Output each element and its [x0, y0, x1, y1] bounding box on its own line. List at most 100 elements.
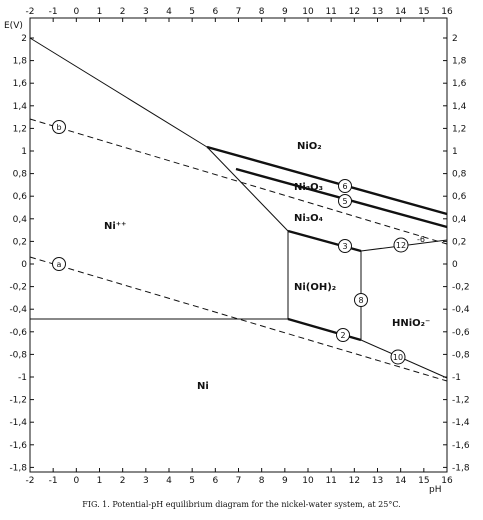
x-tick-label-bottom: 4 — [166, 476, 172, 486]
svg-text:12: 12 — [396, 241, 406, 250]
boundary-ni2plus-nio2 — [29, 37, 208, 148]
x-tick-label-top: 8 — [259, 7, 265, 17]
x-tick-label-bottom: 13 — [372, 476, 383, 486]
x-tick-label-bottom: 1 — [97, 476, 103, 486]
x-axis-title: pH — [429, 485, 441, 495]
region-ni2o3: Ni₂O₃ — [294, 182, 323, 193]
y-tick-label-right: 1,8 — [452, 57, 467, 67]
y-tick-label-right: 1,4 — [452, 102, 467, 112]
y-tick-label-right: -0,8 — [452, 350, 470, 360]
x-tick-label-bottom: 12 — [349, 476, 360, 486]
x-tick-label-top: 13 — [372, 7, 383, 17]
x-tick-label-bottom: 16 — [441, 476, 453, 486]
boundary-ni2plus-ni3o4 — [206, 146, 289, 232]
y-tick-label-left: -0,2 — [9, 283, 27, 293]
label-12: 12 — [393, 237, 409, 253]
boundary-6 — [206, 145, 448, 216]
svg-text:a: a — [57, 260, 62, 269]
label-6: 6 — [338, 179, 352, 193]
y-tick-label-right: -1,2 — [452, 396, 470, 406]
label-a: a — [52, 257, 66, 271]
x-tick-label-top: 4 — [166, 7, 172, 17]
x-tick-label-bottom: 7 — [236, 476, 242, 486]
label-b: b — [52, 120, 66, 134]
x-tick-label-bottom: 2 — [120, 476, 126, 486]
y-tick-label-left: 0,6 — [13, 192, 28, 202]
y-tick-label-right: 0 — [452, 260, 458, 270]
x-tick-label-top: 3 — [143, 7, 149, 17]
x-tick-label-top: -1 — [49, 7, 58, 17]
label-10: 10 — [390, 349, 406, 365]
y-tick-label-left: -0,8 — [9, 350, 27, 360]
x-tick-label-bottom: -2 — [26, 476, 35, 486]
y-tick-label-left: 2 — [21, 34, 27, 44]
label-2: 2 — [336, 328, 350, 342]
x-tick-label-top: 12 — [349, 7, 360, 17]
y-tick-label-right: -1 — [452, 373, 461, 383]
y-tick-label-left: 0,2 — [13, 237, 27, 247]
y-tick-label-right: -0,2 — [452, 283, 470, 293]
svg-text:b: b — [56, 123, 61, 132]
x-tick-label-bottom: 3 — [143, 476, 149, 486]
y-tick-label-right: 1,2 — [452, 124, 466, 134]
y-tick-label-left: -0,6 — [9, 328, 27, 338]
label-5: 5 — [338, 194, 352, 208]
region-ni2plus: Ni⁺⁺ — [104, 221, 126, 232]
region-nio2: NiO₂ — [297, 141, 322, 152]
x-tick-label-bottom: 11 — [325, 476, 336, 486]
x-tick-label-top: 5 — [189, 7, 195, 17]
x-tick-label-bottom: 8 — [259, 476, 265, 486]
region-ni3o4: Ni₃O₄ — [294, 213, 323, 224]
label-8: 8 — [354, 293, 368, 307]
y-tick-label-right: 0,2 — [452, 237, 466, 247]
figure-caption: FIG. 1. Potential-pH equilibrium diagram… — [82, 500, 401, 509]
y-tick-label-right: 0,4 — [452, 215, 467, 225]
y-tick-label-left: 1,6 — [13, 79, 28, 89]
y-tick-label-left: -1 — [18, 373, 27, 383]
x-tick-label-bottom: 6 — [212, 476, 218, 486]
x-tick-label-top: 7 — [236, 7, 242, 17]
label-3: 3 — [338, 239, 352, 253]
y-tick-label-left: 0 — [21, 260, 27, 270]
y-tick-label-left: -1,6 — [9, 441, 27, 451]
y-tick-label-right: 1 — [452, 147, 458, 157]
x-tick-label-bottom: 10 — [302, 476, 314, 486]
x-tick-label-top: 16 — [441, 7, 453, 17]
x-tick-label-bottom: -1 — [49, 476, 58, 486]
x-tick-label-top: 0 — [73, 7, 79, 17]
y-tick-label-right: -1,4 — [452, 418, 470, 428]
svg-text:6: 6 — [342, 182, 347, 191]
svg-text:2: 2 — [340, 331, 345, 340]
y-tick-label-right: -1,8 — [452, 463, 470, 473]
svg-text:10: 10 — [393, 353, 403, 362]
y-tick-label-right: 1,6 — [452, 79, 467, 89]
y-tick-label-right: 0,6 — [452, 192, 467, 202]
y-tick-label-right: 2 — [452, 34, 458, 44]
y-tick-label-right: -0,4 — [452, 305, 470, 315]
y-tick-label-left: -1,4 — [9, 418, 27, 428]
x-tick-label-bottom: 9 — [282, 476, 288, 486]
x-tick-label-top: -2 — [26, 7, 35, 17]
line-b — [29, 118, 448, 245]
y-tick-label-left: -1,2 — [9, 396, 27, 406]
y-tick-label-left: -1,8 — [9, 463, 27, 473]
x-tick-label-top: 6 — [212, 7, 218, 17]
y-tick-label-right: 0,8 — [452, 170, 467, 180]
y-tick-label-right: -1,6 — [452, 441, 470, 451]
svg-text:8: 8 — [358, 296, 363, 305]
x-tick-label-bottom: 0 — [73, 476, 79, 486]
x-tick-label-bottom: 5 — [189, 476, 195, 486]
x-tick-label-top: 10 — [302, 7, 314, 17]
region-hnio2: HNiO₂⁻ — [392, 318, 430, 329]
region-nioh2: Ni(OH)₂ — [294, 282, 336, 293]
plot-frame — [29, 17, 448, 473]
x-tick-label-top: 14 — [395, 7, 407, 17]
axis-ticks: -2-2-1-100112233445566778899101011111212… — [9, 7, 469, 486]
y-tick-label-left: 1,2 — [13, 124, 27, 134]
svg-text:5: 5 — [342, 197, 347, 206]
y-tick-label-left: 1 — [21, 147, 27, 157]
line-a — [29, 256, 448, 382]
y-tick-label-left: 1,8 — [13, 57, 28, 67]
y-tick-label-left: 1,4 — [13, 102, 28, 112]
